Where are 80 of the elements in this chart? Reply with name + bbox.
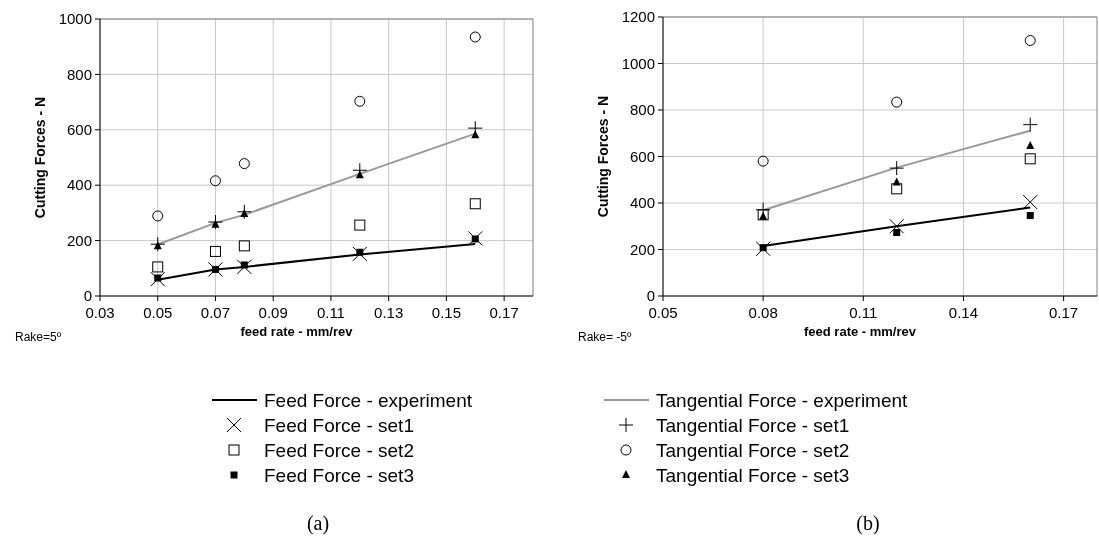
legend-label: Feed Force - experiment <box>264 389 473 411</box>
point <box>209 175 221 187</box>
point <box>471 235 479 243</box>
point <box>469 31 481 43</box>
point <box>354 219 366 231</box>
point <box>889 218 905 234</box>
legend-label: Tangential Force - set3 <box>656 464 850 486</box>
x-tick-label: 0.07 <box>200 304 231 321</box>
y-tick-label: 0 <box>646 287 655 305</box>
point <box>889 160 905 176</box>
y-tick-label: 600 <box>66 121 92 139</box>
text: Rake= -5º <box>578 330 633 344</box>
x-tick-label: 0.15 <box>431 304 461 321</box>
point <box>469 198 481 210</box>
point <box>759 244 767 252</box>
y-tick-label: 800 <box>66 65 92 83</box>
x-tick-label: 0.05 <box>648 304 678 321</box>
point <box>238 158 250 170</box>
text: (b) <box>856 512 880 535</box>
y-tick-label: 200 <box>66 231 92 249</box>
point <box>154 274 162 282</box>
y-tick-label: 800 <box>629 101 655 119</box>
y-axis-title: Cutting Forces - N <box>595 95 611 218</box>
y-tick-label: 1000 <box>58 10 92 28</box>
legend-label: Tangential Force - experiment <box>656 389 909 411</box>
point <box>207 214 223 230</box>
point <box>354 95 366 107</box>
text: Rake=5º <box>15 330 62 344</box>
legend-label: Feed Force - set3 <box>264 464 414 486</box>
point <box>1026 212 1034 220</box>
point <box>209 245 221 257</box>
x-tick-label: 0.14 <box>948 304 979 321</box>
point <box>757 155 769 167</box>
point <box>238 240 250 252</box>
legend-label: Tangential Force - set1 <box>656 414 850 436</box>
x-tick-label: 0.17 <box>1049 304 1079 321</box>
y-tick-label: 600 <box>629 147 655 165</box>
x-tick-label: 0.11 <box>316 304 345 321</box>
point <box>236 204 252 220</box>
point <box>891 96 903 108</box>
legend-label: Feed Force - set1 <box>264 414 414 436</box>
x-tick-label: 0.09 <box>258 304 288 321</box>
point <box>152 261 164 273</box>
point <box>893 229 901 237</box>
x-axis-title: feed rate - mm/rev <box>804 324 917 339</box>
point <box>1026 141 1035 150</box>
point <box>150 236 166 252</box>
text: (a) <box>306 512 330 535</box>
point <box>1022 117 1038 133</box>
y-tick-label: 400 <box>66 176 92 194</box>
point <box>211 219 220 228</box>
point <box>1024 153 1036 165</box>
x-tick-label: 0.03 <box>85 304 115 321</box>
point <box>236 259 252 275</box>
point <box>1022 194 1038 210</box>
point <box>150 271 166 287</box>
point <box>352 246 368 262</box>
x-tick-label: 0.05 <box>143 304 173 321</box>
y-axis-title: Cutting Forces - N <box>32 96 48 219</box>
y-tick-label: 0 <box>83 287 92 305</box>
legend-label: Feed Force - set2 <box>264 439 414 461</box>
point <box>152 210 164 222</box>
point <box>467 230 483 246</box>
x-tick-label: 0.11 <box>849 304 878 321</box>
y-tick-label: 400 <box>629 194 655 212</box>
point <box>240 209 249 218</box>
x-tick-label: 0.08 <box>748 304 778 321</box>
point <box>891 183 903 195</box>
point <box>1024 34 1036 46</box>
x-axis-title: feed rate - mm/rev <box>240 324 354 339</box>
y-tick-label: 1200 <box>621 8 655 26</box>
x-tick-label: 0.17 <box>489 304 519 321</box>
x-tick-label: 0.13 <box>374 304 404 321</box>
point <box>240 261 248 269</box>
point <box>755 241 771 257</box>
y-tick-label: 1000 <box>621 54 655 72</box>
point <box>356 248 364 256</box>
legend-label: Tangential Force - set2 <box>656 439 850 461</box>
y-tick-label: 200 <box>629 240 655 258</box>
point <box>892 177 901 186</box>
